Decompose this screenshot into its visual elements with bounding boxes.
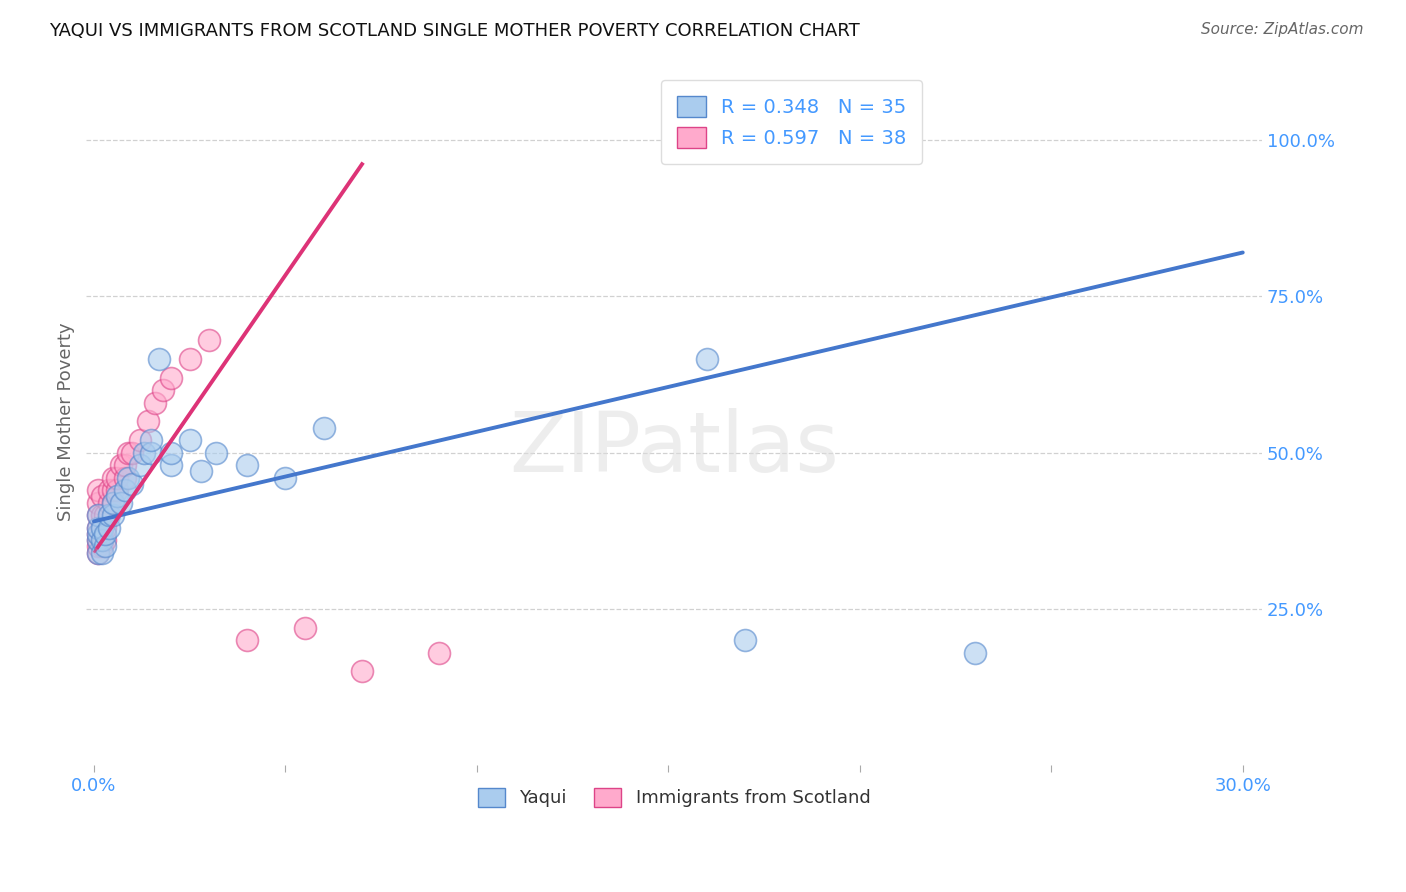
Point xyxy=(427,646,450,660)
Point xyxy=(98,495,121,509)
Point xyxy=(105,489,128,503)
Y-axis label: Single Mother Poverty: Single Mother Poverty xyxy=(58,322,75,521)
Point xyxy=(198,333,221,347)
Point xyxy=(143,395,166,409)
Text: Source: ZipAtlas.com: Source: ZipAtlas.com xyxy=(1201,22,1364,37)
Point xyxy=(90,533,112,548)
Point xyxy=(294,621,316,635)
Point xyxy=(236,633,259,648)
Point xyxy=(159,445,181,459)
Point xyxy=(121,476,143,491)
Point xyxy=(87,508,110,522)
Point xyxy=(87,533,110,548)
Point xyxy=(101,483,124,497)
Point xyxy=(105,470,128,484)
Point xyxy=(159,370,181,384)
Point xyxy=(94,540,117,554)
Point xyxy=(90,489,112,503)
Point xyxy=(117,470,139,484)
Point xyxy=(101,470,124,484)
Point xyxy=(94,527,117,541)
Point xyxy=(87,546,110,560)
Point xyxy=(87,546,110,560)
Point xyxy=(141,445,163,459)
Point xyxy=(101,495,124,509)
Point xyxy=(94,508,117,522)
Point xyxy=(205,445,228,459)
Point xyxy=(312,420,335,434)
Point xyxy=(179,351,201,366)
Point xyxy=(90,546,112,560)
Point xyxy=(87,520,110,534)
Point xyxy=(190,464,212,478)
Point xyxy=(114,470,136,484)
Point xyxy=(129,433,152,447)
Point xyxy=(179,433,201,447)
Point xyxy=(87,527,110,541)
Point xyxy=(114,458,136,472)
Point xyxy=(101,508,124,522)
Text: ZIPatlas: ZIPatlas xyxy=(509,409,839,490)
Point xyxy=(87,508,110,522)
Point xyxy=(696,351,718,366)
Point xyxy=(129,458,152,472)
Point xyxy=(94,520,117,534)
Point xyxy=(734,633,756,648)
Point xyxy=(152,383,174,397)
Point xyxy=(87,520,110,534)
Point xyxy=(963,646,986,660)
Point xyxy=(98,508,121,522)
Point xyxy=(117,445,139,459)
Point xyxy=(90,540,112,554)
Point xyxy=(90,508,112,522)
Point xyxy=(98,483,121,497)
Point xyxy=(236,458,259,472)
Text: YAQUI VS IMMIGRANTS FROM SCOTLAND SINGLE MOTHER POVERTY CORRELATION CHART: YAQUI VS IMMIGRANTS FROM SCOTLAND SINGLE… xyxy=(49,22,860,40)
Point xyxy=(141,433,163,447)
Point xyxy=(87,540,110,554)
Point xyxy=(101,495,124,509)
Point xyxy=(87,483,110,497)
Point xyxy=(148,351,170,366)
Point xyxy=(87,495,110,509)
Point xyxy=(132,445,155,459)
Point xyxy=(87,533,110,548)
Point xyxy=(110,458,132,472)
Point xyxy=(350,665,373,679)
Point xyxy=(105,483,128,497)
Point xyxy=(94,533,117,548)
Point xyxy=(121,445,143,459)
Legend: Yaqui, Immigrants from Scotland: Yaqui, Immigrants from Scotland xyxy=(471,780,877,814)
Point xyxy=(136,414,159,428)
Point xyxy=(159,458,181,472)
Point xyxy=(114,483,136,497)
Point xyxy=(90,520,112,534)
Point xyxy=(110,495,132,509)
Point xyxy=(87,527,110,541)
Point xyxy=(274,470,297,484)
Point xyxy=(90,520,112,534)
Point xyxy=(98,520,121,534)
